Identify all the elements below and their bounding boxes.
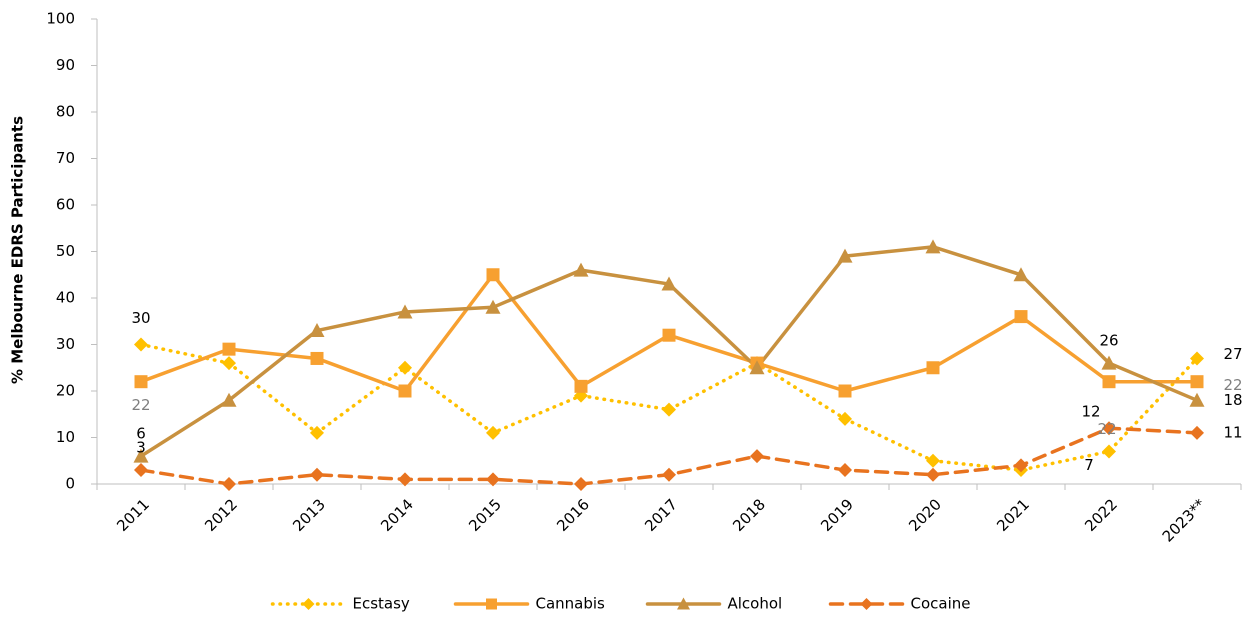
x-tick-label: 2012 (201, 495, 241, 535)
x-tick-label: 2019 (817, 495, 857, 535)
legend-label: Cocaine (911, 595, 971, 613)
y-axis-label: % Melbourne EDRS Participants (9, 116, 27, 384)
legend-marker (486, 598, 497, 610)
x-tick-label: 2020 (905, 495, 945, 535)
marker (485, 299, 501, 314)
x-tick-label: 2021 (993, 495, 1033, 535)
y-tick-label: 60 (56, 196, 75, 214)
marker (1014, 310, 1028, 324)
marker (750, 449, 764, 464)
marker (838, 411, 852, 426)
marker (838, 463, 852, 478)
marker (134, 375, 148, 389)
marker (1014, 458, 1028, 473)
marker (1190, 375, 1204, 389)
marker (926, 467, 940, 482)
y-tick-label: 40 (56, 289, 75, 307)
data-label: 7 (1084, 456, 1094, 474)
marker (573, 262, 589, 277)
data-label: 22 (1223, 376, 1242, 394)
y-tick-label: 70 (56, 149, 75, 167)
marker (662, 402, 676, 417)
data-label: 22 (131, 396, 150, 414)
marker (486, 472, 500, 487)
data-label: 22 (1097, 420, 1116, 438)
data-label: 30 (131, 309, 150, 327)
y-tick-label: 30 (56, 335, 75, 353)
y-tick-label: 50 (56, 242, 75, 260)
marker (133, 448, 149, 463)
marker (661, 276, 677, 291)
marker (837, 248, 853, 263)
marker (1190, 351, 1204, 366)
x-tick-label: 2011 (113, 495, 153, 535)
data-label: 26 (1099, 332, 1118, 350)
marker (925, 239, 941, 254)
marker (310, 425, 324, 440)
marker (1102, 444, 1116, 459)
marker (662, 467, 676, 482)
data-label: 3 (136, 439, 146, 457)
data-label: 11 (1223, 423, 1242, 441)
marker (574, 379, 588, 393)
data-label: 18 (1223, 391, 1242, 409)
marker (222, 342, 236, 356)
x-tick-label: 2014 (377, 495, 417, 535)
marker (310, 351, 324, 365)
x-tick-label: 2018 (729, 495, 769, 535)
x-tick-label: 2013 (289, 495, 329, 535)
legend-label: Alcohol (728, 595, 783, 613)
marker (662, 328, 676, 342)
marker (309, 323, 325, 338)
marker (1190, 425, 1204, 440)
marker (310, 467, 324, 482)
marker (926, 453, 940, 468)
marker (574, 477, 588, 491)
marker (398, 384, 412, 398)
marker (486, 268, 500, 282)
legend-label: Ecstasy (353, 595, 410, 613)
data-label: 6 (136, 425, 146, 443)
marker (486, 425, 500, 440)
marker (398, 472, 412, 487)
data-label: 27 (1223, 345, 1242, 363)
marker (1013, 267, 1029, 282)
marker (397, 304, 413, 319)
y-tick-label: 90 (56, 56, 75, 74)
y-tick-label: 20 (56, 382, 75, 400)
x-tick-label: 2015 (465, 495, 505, 535)
marker (749, 360, 765, 375)
marker (134, 337, 148, 352)
x-tick-label: 2017 (641, 495, 681, 535)
marker (838, 384, 852, 398)
marker (222, 477, 236, 491)
legend-label: Cannabis (536, 595, 606, 613)
y-tick-label: 10 (56, 428, 75, 446)
marker (926, 361, 940, 375)
marker (398, 360, 412, 375)
x-tick-label: 2022 (1081, 495, 1121, 535)
data-label: 12 (1081, 403, 1100, 421)
marker (1102, 375, 1116, 389)
y-tick-label: 80 (56, 103, 75, 121)
marker (1189, 392, 1205, 407)
legend-marker (860, 598, 873, 610)
marker (1102, 421, 1116, 436)
marker (222, 356, 236, 371)
marker (221, 392, 237, 407)
x-tick-label: 2023** (1159, 495, 1210, 546)
y-tick-label: 0 (65, 475, 75, 493)
legend-marker (302, 598, 315, 610)
marker (134, 463, 148, 478)
y-tick-label: 100 (46, 10, 75, 28)
x-tick-label: 2016 (553, 495, 593, 535)
legend-marker (677, 597, 690, 610)
marker (1101, 355, 1117, 370)
